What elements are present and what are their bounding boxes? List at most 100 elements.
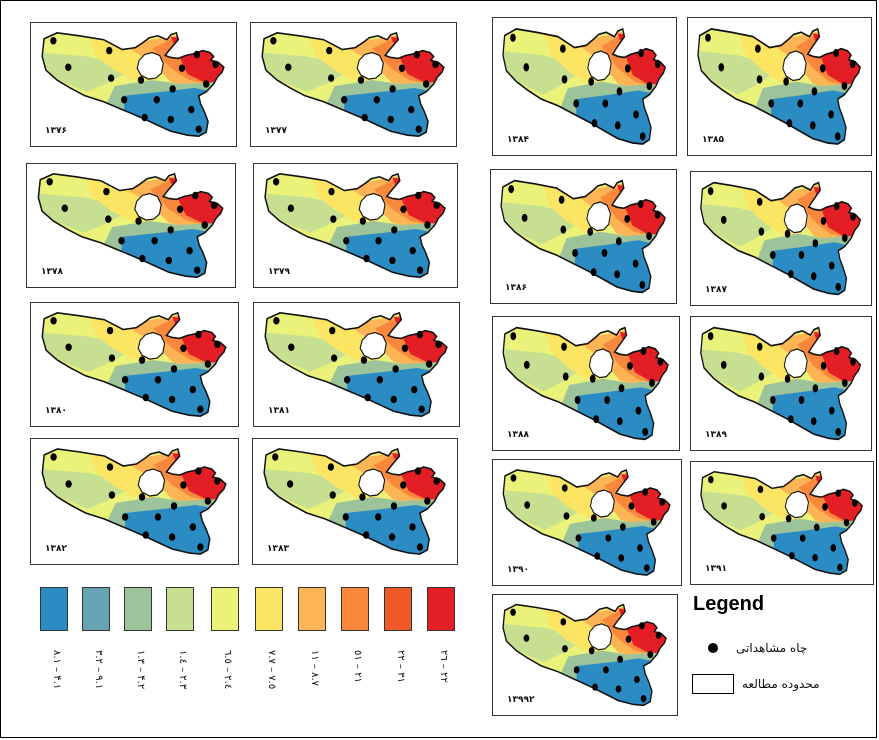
observation-well-marker <box>634 675 640 684</box>
observation-well-marker <box>812 239 819 248</box>
observation-well-marker <box>409 523 416 531</box>
map-panel-1385: ۱۳۸۵ <box>687 17 872 156</box>
observation-well-marker <box>65 343 72 352</box>
observation-well-marker <box>423 80 430 88</box>
range-label-5: ٦.٥ – ۲.٤ <box>222 650 233 690</box>
surface-zone <box>42 52 125 92</box>
map-panel-1380: ۱۳۸۰ <box>30 302 239 427</box>
study-area-boundary <box>41 31 225 137</box>
observation-well-marker <box>562 372 569 381</box>
observation-well-marker <box>121 513 129 521</box>
observation-well-marker <box>833 48 839 58</box>
observation-well-marker <box>195 125 202 134</box>
observation-well-marker <box>574 395 581 405</box>
observation-well-marker <box>637 200 644 209</box>
excluded-area <box>587 50 612 82</box>
observation-well-marker <box>424 221 431 229</box>
map-panel-1391: ۱۳۹۱ <box>690 461 874 585</box>
observation-well-marker <box>167 226 174 234</box>
map-1385 <box>697 27 861 145</box>
observation-well-marker <box>594 552 601 560</box>
excluded-area <box>588 348 614 379</box>
observation-well-marker <box>138 493 146 501</box>
map-1391 <box>700 470 864 576</box>
observation-well-marker <box>210 201 218 210</box>
legend-area-label: محدوده مطالعه <box>742 677 820 691</box>
observation-well-marker <box>197 543 204 551</box>
observation-well-marker <box>591 119 598 128</box>
map-panel-1387: ۱۳۸۷ <box>690 171 872 306</box>
observation-well-marker <box>835 282 842 291</box>
observation-well-marker <box>390 395 397 404</box>
observation-well-marker <box>214 340 221 349</box>
observation-well-marker <box>400 481 407 489</box>
map-panel-1390: ۱۳۹۰ <box>492 459 682 586</box>
observation-well-marker <box>618 554 625 562</box>
observation-well-marker <box>330 215 337 223</box>
color-swatch-3 <box>124 587 152 631</box>
observation-well-marker <box>590 268 597 277</box>
observation-well-marker <box>373 96 380 104</box>
observation-well-marker <box>628 502 635 510</box>
observation-well-marker <box>835 427 842 436</box>
observation-well-marker <box>639 132 646 141</box>
observation-well-marker <box>169 85 176 93</box>
observation-well-marker <box>363 254 370 263</box>
observation-well-marker <box>563 512 570 520</box>
observation-well-marker <box>391 226 398 234</box>
observation-well-marker <box>785 514 792 523</box>
observation-well-marker <box>603 666 609 674</box>
observation-well-marker <box>508 185 515 194</box>
observation-well-marker <box>756 197 763 206</box>
excluded-area <box>359 331 387 360</box>
map-panel-1376: ۱۳۷۶ <box>30 22 237 147</box>
excluded-area <box>784 490 809 519</box>
observation-well-marker <box>510 608 516 616</box>
color-swatch-5 <box>211 587 239 631</box>
study-area-boundary <box>264 172 446 278</box>
observation-well-marker <box>414 467 422 475</box>
map-panel-1386: ۱۳۸۶ <box>490 169 677 304</box>
observation-well-marker <box>642 427 649 436</box>
map-panel-1392: ۱۳۹۹۲ <box>492 594 678 716</box>
observation-well-marker <box>810 417 817 426</box>
observation-well-marker <box>375 513 382 521</box>
study-area-boundary <box>261 31 445 137</box>
observation-well-marker <box>770 250 776 260</box>
excluded-area <box>137 468 166 497</box>
surface-zone <box>502 50 577 95</box>
observation-well-marker <box>413 50 421 59</box>
observation-well-marker <box>616 417 623 426</box>
observation-well-marker <box>154 513 162 521</box>
observation-well-marker <box>654 59 661 69</box>
observation-well-marker <box>721 502 727 510</box>
interpolated-surface <box>42 449 226 554</box>
observation-well-marker <box>360 356 368 364</box>
observation-well-marker <box>195 330 202 339</box>
observation-well-marker <box>288 343 295 352</box>
observation-well-marker <box>755 44 761 53</box>
observation-well-marker <box>820 216 827 225</box>
observation-well-marker <box>401 344 409 353</box>
observation-well-marker <box>392 365 399 373</box>
range-label-7: ۱۱ – ۸.۷ <box>309 650 320 687</box>
observation-well-marker <box>186 246 193 255</box>
excluded-area <box>358 192 386 221</box>
observation-well-marker <box>799 534 806 542</box>
legend-title: Legend <box>693 593 765 615</box>
observation-well-marker <box>121 376 129 384</box>
map-1380 <box>41 311 227 417</box>
observation-well-marker <box>587 227 594 236</box>
well-point-icon <box>708 643 718 653</box>
year-label: ۱۳۹۰ <box>507 565 529 575</box>
observation-well-marker <box>510 474 517 482</box>
legend-row-area: محدوده مطالعه <box>692 674 820 694</box>
study-area-boundary <box>502 603 667 707</box>
year-label: ۱۳۷۹ <box>268 267 290 277</box>
interpolated-surface <box>503 470 670 575</box>
observation-well-marker <box>720 360 727 369</box>
excluded-area <box>783 348 808 379</box>
observation-well-marker <box>135 217 142 225</box>
observation-well-marker <box>118 237 125 245</box>
observation-well-marker <box>637 544 643 552</box>
